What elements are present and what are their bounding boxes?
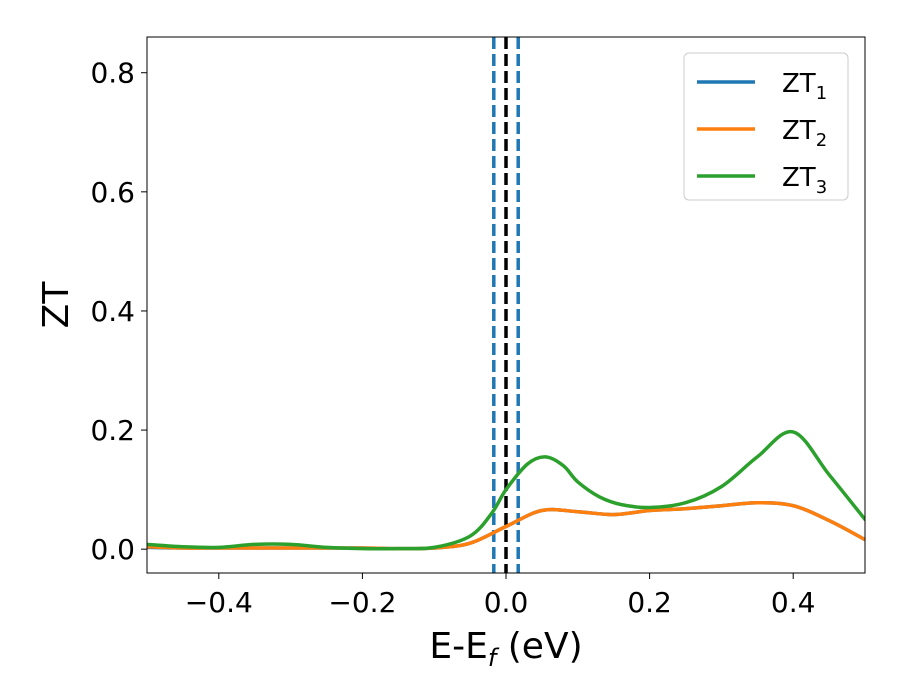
y-tick-label: 0.0 [90,533,135,566]
y-tick-label: 0.8 [90,57,135,90]
reference-lines [492,37,520,573]
x-axis-title-main: E-E [429,626,487,667]
y-axis-title: ZT [36,281,77,329]
legend-box [683,52,849,201]
x-axis-title-unit: (eV) [496,626,582,667]
legend-label-1: ZT1 [782,69,827,104]
y-tick-label: 0.6 [90,176,135,209]
legend: ZT1 ZT2 ZT3 [683,52,849,201]
x-tick-label: −0.4 [185,586,253,619]
x-axis: −0.4 −0.2 0.0 0.2 0.4 [185,573,816,619]
legend-label-3: ZT3 [782,163,827,198]
x-tick-label: 0.4 [771,586,816,619]
series-line-2 [147,500,865,551]
legend-label-2: ZT2 [782,116,827,151]
x-tick-label: 0.2 [627,586,672,619]
y-axis: 0.0 0.2 0.4 0.6 0.8 [90,57,147,566]
y-tick-label: 0.2 [90,414,135,447]
x-tick-label: 0.0 [484,586,529,619]
x-tick-label: −0.2 [328,586,396,619]
y-tick-label: 0.4 [90,295,135,328]
series-line-3 [147,429,865,551]
x-axis-title: E-Ef (eV) [429,626,582,672]
series-lines [147,429,865,551]
